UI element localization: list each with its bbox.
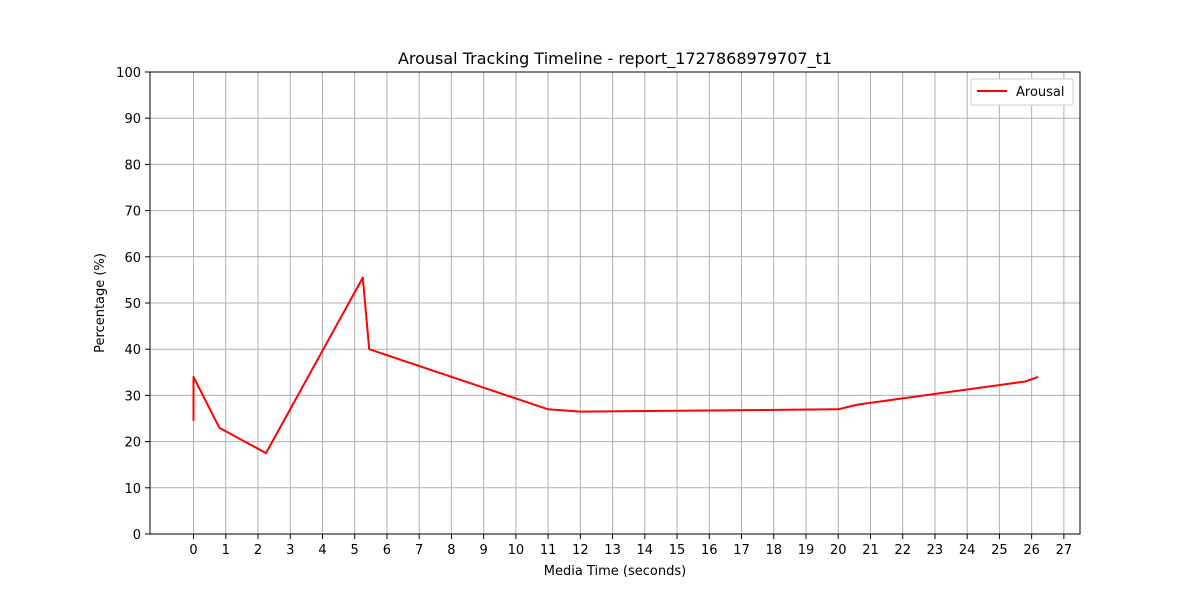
x-tick-label: 24 [959, 543, 976, 558]
x-axis-label: Media Time (seconds) [544, 564, 686, 579]
x-tick-label: 19 [798, 543, 815, 558]
x-tick-label: 15 [669, 543, 686, 558]
legend-label-arousal: Arousal [1016, 85, 1065, 100]
x-axis-ticks: 0 1 2 3 4 5 6 7 8 9 10 11 12 13 14 15 16 17 18 19 20 21 22 23 24… [189, 534, 1072, 558]
x-tick-label: 5 [351, 543, 359, 558]
y-tick-label: 10 [124, 482, 141, 497]
x-tick-label: 1 [222, 543, 230, 558]
grid-lines [150, 71, 1080, 535]
x-tick-label: 13 [604, 543, 621, 558]
x-tick-label: 16 [701, 543, 718, 558]
x-tick-label: 23 [927, 543, 944, 558]
y-tick-label: 100 [116, 66, 141, 81]
y-axis-label: Percentage (%) [93, 253, 108, 353]
x-tick-label: 27 [1056, 543, 1073, 558]
x-tick-label: 20 [830, 543, 847, 558]
x-tick-label: 6 [383, 543, 391, 558]
y-tick-label: 60 [124, 251, 141, 266]
x-tick-label: 8 [447, 543, 455, 558]
y-tick-label: 70 [124, 205, 141, 220]
x-tick-label: 3 [286, 543, 294, 558]
y-tick-label: 40 [124, 343, 141, 358]
y-axis-ticks: 0 10 20 30 40 50 60 70 80 90 100 [116, 66, 150, 543]
x-tick-label: 22 [894, 543, 911, 558]
x-tick-label: 11 [540, 543, 557, 558]
y-tick-label: 20 [124, 436, 141, 451]
y-tick-label: 30 [124, 389, 141, 404]
x-tick-label: 17 [733, 543, 750, 558]
y-tick-label: 90 [124, 112, 141, 127]
legend: Arousal [970, 78, 1074, 106]
x-tick-label: 14 [637, 543, 654, 558]
x-tick-label: 18 [765, 543, 782, 558]
x-tick-label: 2 [254, 543, 262, 558]
legend-box [970, 78, 1074, 106]
y-tick-label: 50 [124, 297, 141, 312]
x-tick-label: 26 [1023, 543, 1040, 558]
x-tick-label: 12 [572, 543, 589, 558]
x-tick-label: 7 [415, 543, 423, 558]
x-tick-label: 0 [189, 543, 197, 558]
x-tick-label: 4 [318, 543, 326, 558]
y-tick-label: 80 [124, 158, 141, 173]
x-tick-label: 21 [862, 543, 879, 558]
series-line-arousal [192, 276, 1039, 455]
x-tick-label: 25 [991, 543, 1008, 558]
series-lines [192, 276, 1039, 455]
y-tick-label: 0 [133, 528, 141, 543]
chart-title: Arousal Tracking Timeline - report_17278… [398, 49, 832, 69]
x-tick-label: 9 [479, 543, 487, 558]
x-tick-label: 10 [508, 543, 525, 558]
